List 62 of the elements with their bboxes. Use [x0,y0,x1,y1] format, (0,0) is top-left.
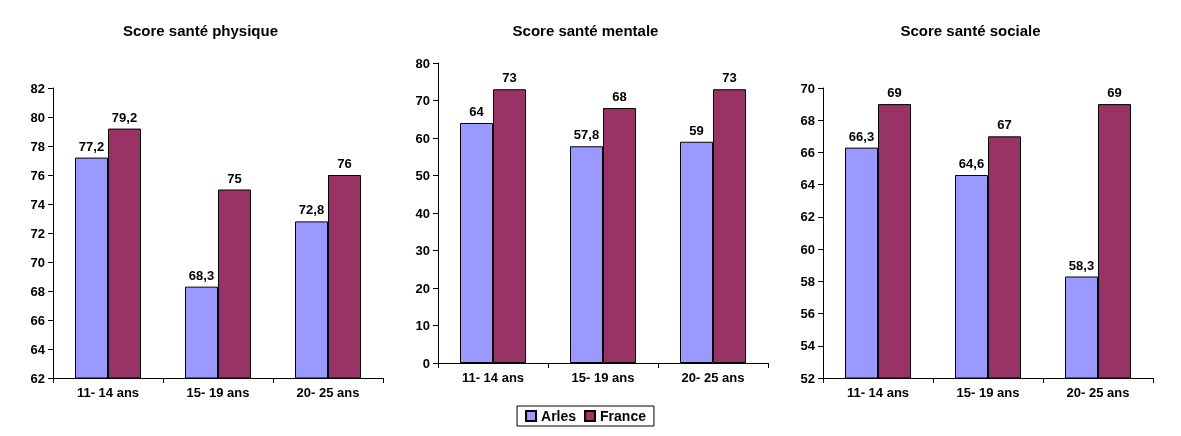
data-label: 64,6 [958,156,985,171]
y-tick-label: 74 [30,196,46,212]
data-label: 64 [469,104,485,119]
y-tick-label: 54 [800,338,816,354]
y-tick-label: 40 [415,205,430,221]
y-tick-label: 60 [415,130,430,146]
y-tick-label: 66 [30,312,45,328]
y-tick-label: 72 [30,225,45,241]
y-tick-label: 62 [800,209,815,225]
chart-title: Score santé sociale [900,22,1041,39]
data-label: 59 [689,122,704,138]
data-label: 58,3 [1068,257,1095,273]
y-tick-label: 80 [30,109,45,125]
y-tick-label: 64 [30,341,46,357]
y-tick-label: 50 [415,168,430,183]
chart-title: Score santé mentale [512,22,659,39]
x-tick-label: 11- 14 ans [461,370,525,385]
data-label: 68 [612,89,627,104]
data-label: 73 [722,70,737,86]
x-tick-label: 11- 14 ans [76,385,140,400]
data-label: 79,2 [111,109,138,125]
y-tick-label: 68 [30,283,45,299]
legend-label: France [600,408,647,424]
y-tick-label: 76 [30,167,45,183]
y-tick-label: 66 [800,144,815,160]
x-tick-label: 20- 25 ans [681,370,745,385]
y-tick-label: 10 [415,318,430,333]
data-label: 69 [1107,85,1122,101]
y-tick-label: 52 [800,370,815,386]
legend-label: Arles [541,408,577,424]
y-tick-label: 64 [800,177,816,193]
data-label: 77,2 [78,138,105,154]
y-tick-label: 78 [30,138,45,154]
x-tick-label: 15- 19 ans [956,385,1020,400]
y-tick-label: 70 [800,80,815,96]
y-tick-label: 62 [30,370,45,386]
data-label: 67 [997,117,1012,133]
y-tick-label: 68 [800,112,815,128]
chart-title: Score santé physique [122,22,279,39]
data-label: 66,3 [848,128,875,144]
y-tick-label: 80 [415,55,430,71]
x-tick-label: 15- 19 ans [186,385,250,400]
y-tick-label: 70 [415,93,430,108]
x-tick-label: 15- 19 ans [571,370,635,385]
data-label: 57,8 [573,127,600,143]
y-tick-label: 70 [30,254,45,270]
data-label: 68,3 [188,267,215,283]
y-tick-label: 82 [30,80,45,96]
data-label: 69 [887,85,902,101]
y-tick-label: 58 [800,273,815,289]
x-tick-label: 20- 25 ans [1066,385,1130,400]
y-tick-label: 60 [800,241,815,257]
data-label: 76 [337,156,352,171]
y-tick-label: 20 [415,280,430,296]
y-tick-label: 0 [422,355,430,371]
x-tick-label: 11- 14 ans [846,385,910,400]
data-label: 73 [502,70,517,86]
data-label: 75 [227,170,242,186]
y-tick-label: 30 [415,243,430,258]
y-tick-label: 56 [800,306,815,322]
data-label: 72,8 [298,202,325,218]
x-tick-label: 20- 25 ans [296,385,360,400]
